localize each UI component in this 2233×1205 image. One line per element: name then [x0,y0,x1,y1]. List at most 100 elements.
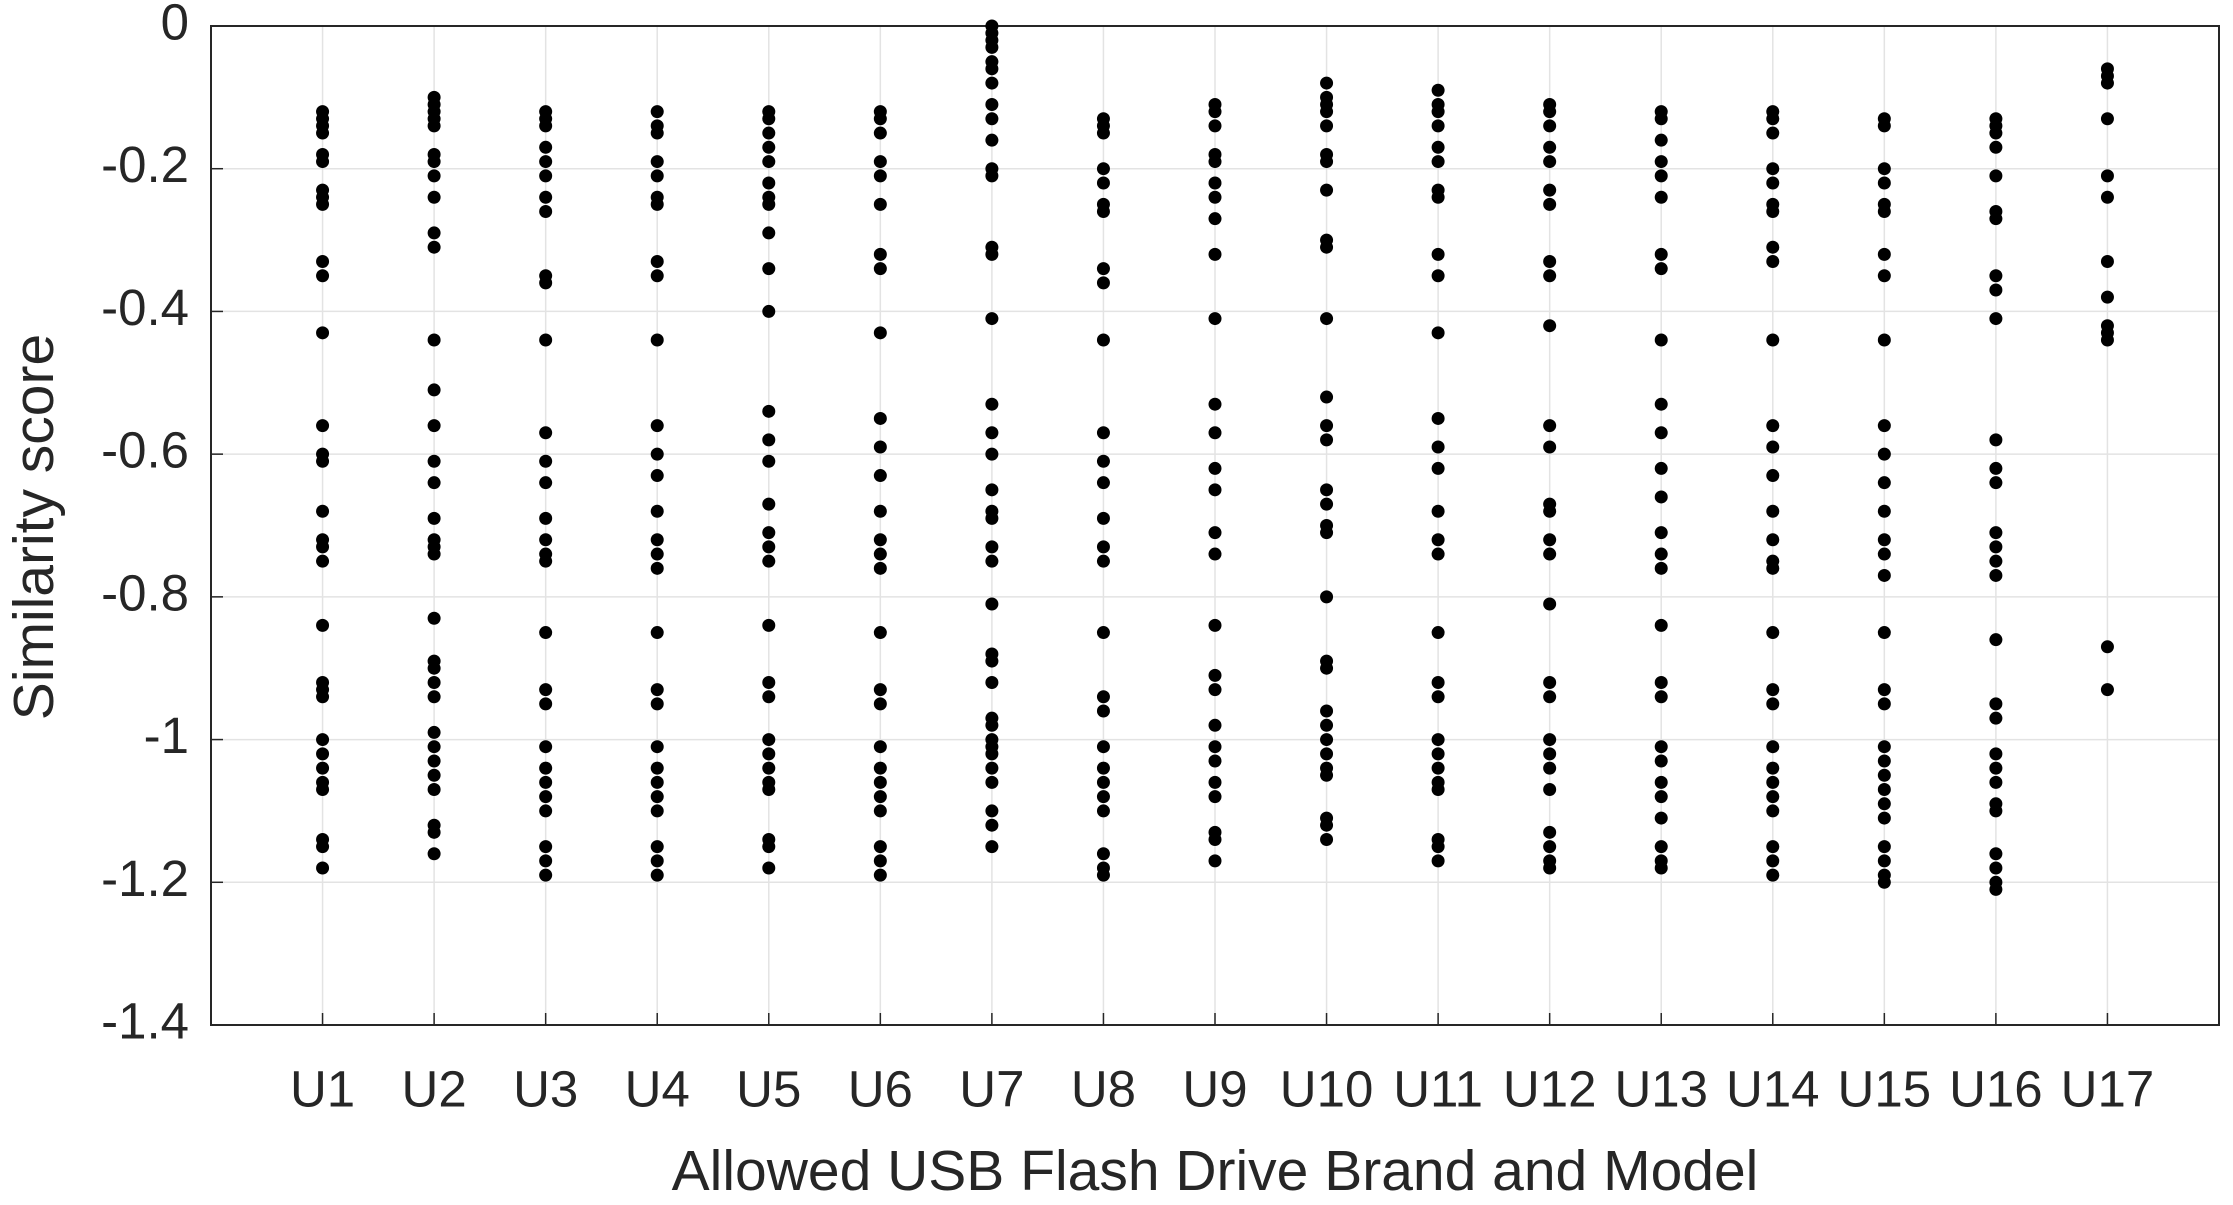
point [1989,169,2003,183]
point [427,661,441,675]
point [316,554,330,568]
point [427,383,441,397]
point [1320,119,1334,133]
x-tick-label: U7 [959,1060,1024,1117]
point [1208,618,1222,632]
point [1431,854,1445,868]
point [1877,797,1891,811]
point [985,747,999,761]
point [1877,568,1891,582]
point [1431,326,1445,340]
point [1989,433,2003,447]
point [1431,83,1445,97]
point [650,269,664,283]
point [1989,140,2003,154]
point [1989,212,2003,226]
point [650,447,664,461]
point [1989,697,2003,711]
point [1766,683,1780,697]
point [1543,690,1557,704]
point [873,533,887,547]
point [1877,333,1891,347]
point [539,554,553,568]
point [427,754,441,768]
point [1431,747,1445,761]
point [1766,126,1780,140]
point [316,126,330,140]
x-tick-label: U2 [402,1060,467,1117]
point [1654,333,1668,347]
point [316,254,330,268]
point [1989,804,2003,818]
point [1877,683,1891,697]
point [1431,675,1445,689]
point [539,626,553,640]
point [873,761,887,775]
point [1543,840,1557,854]
point [1654,618,1668,632]
point [762,690,776,704]
point [1096,454,1110,468]
point [2100,112,2114,126]
point [1320,155,1334,169]
point [1208,176,1222,190]
point [1320,312,1334,326]
point [316,761,330,775]
point [1654,397,1668,411]
point [873,169,887,183]
point [427,155,441,169]
point [539,740,553,754]
point [1766,561,1780,575]
point [650,854,664,868]
point [2100,290,2114,304]
point [873,262,887,276]
point [873,854,887,868]
x-tick-label: U5 [736,1060,801,1117]
point [1096,333,1110,347]
point [1877,176,1891,190]
point [316,840,330,854]
point [650,561,664,575]
point [762,454,776,468]
point [539,205,553,219]
point [650,761,664,775]
point [650,533,664,547]
point [1543,119,1557,133]
point [1431,119,1445,133]
point [316,326,330,340]
point [762,540,776,554]
point [1096,511,1110,525]
point [1766,112,1780,126]
point [1989,861,2003,875]
point [539,854,553,868]
point [1320,526,1334,540]
point [1208,754,1222,768]
point [1543,183,1557,197]
point [1543,783,1557,797]
point [1654,690,1668,704]
point [650,504,664,518]
point [650,840,664,854]
point [1654,840,1668,854]
point [427,226,441,240]
point [1208,397,1222,411]
point [427,783,441,797]
point [985,397,999,411]
point [985,761,999,775]
point [1431,269,1445,283]
point [427,169,441,183]
point [1096,626,1110,640]
x-tick-label: U17 [2061,1060,2155,1117]
point [316,197,330,211]
point [1096,262,1110,276]
point [762,262,776,276]
y-tick-label: -0.6 [101,422,189,479]
x-tick-label: U4 [625,1060,690,1117]
point [1320,183,1334,197]
point [1654,133,1668,147]
point [985,818,999,832]
point [1431,411,1445,425]
point [1654,490,1668,504]
point [316,690,330,704]
point [1989,476,2003,490]
